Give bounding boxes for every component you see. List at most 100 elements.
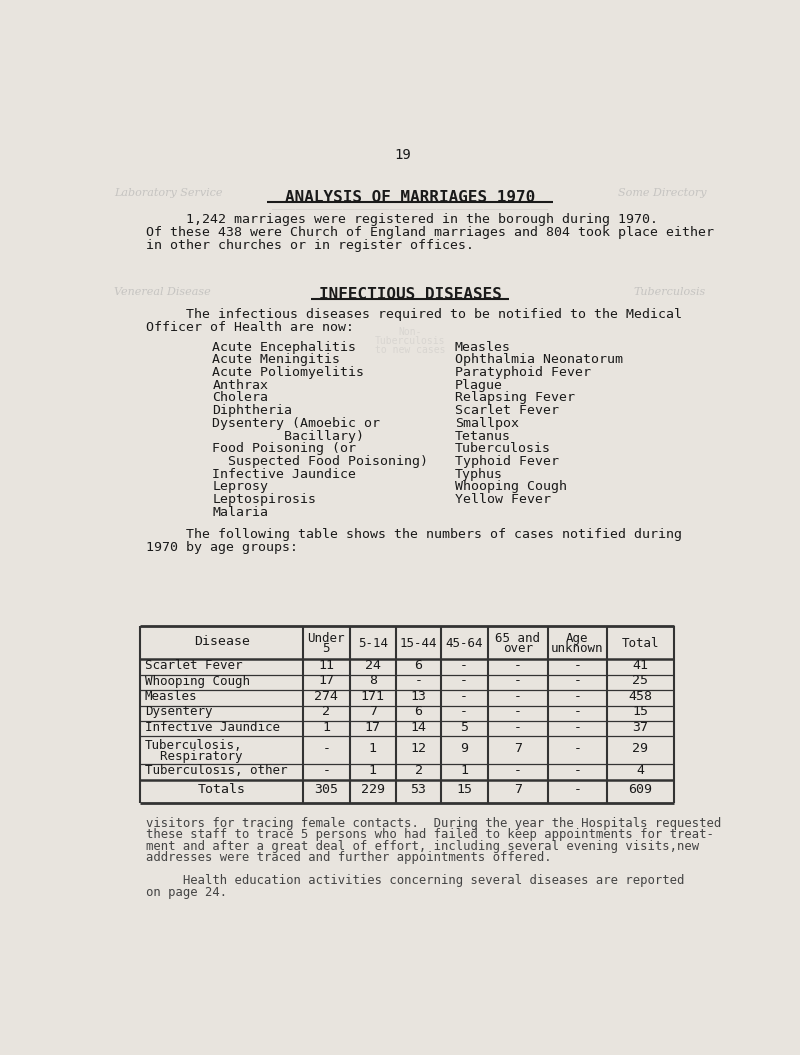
Text: Infective Jaundice: Infective Jaundice bbox=[212, 467, 356, 481]
Text: Venereal Disease: Venereal Disease bbox=[114, 287, 210, 296]
Text: 15-44: 15-44 bbox=[400, 637, 438, 650]
Text: 12: 12 bbox=[410, 743, 426, 755]
Text: -: - bbox=[514, 706, 522, 718]
Text: -: - bbox=[322, 764, 330, 776]
Text: 2: 2 bbox=[322, 706, 330, 718]
Text: 6: 6 bbox=[414, 706, 422, 718]
Text: 1970 by age groups:: 1970 by age groups: bbox=[146, 541, 298, 554]
Text: -: - bbox=[514, 764, 522, 776]
Text: ment and after a great deal of effort, including several evening visits,new: ment and after a great deal of effort, i… bbox=[146, 840, 700, 852]
Text: Paratyphoid Fever: Paratyphoid Fever bbox=[455, 366, 591, 379]
Text: Typhus: Typhus bbox=[455, 467, 503, 481]
Text: Total: Total bbox=[622, 637, 659, 650]
Text: Suspected Food Poisoning): Suspected Food Poisoning) bbox=[212, 455, 428, 468]
Text: -: - bbox=[514, 690, 522, 703]
Text: Leptospirosis: Leptospirosis bbox=[212, 493, 316, 506]
Text: Typhoid Fever: Typhoid Fever bbox=[455, 455, 559, 468]
Text: -: - bbox=[514, 721, 522, 733]
Text: 609: 609 bbox=[628, 783, 652, 797]
Text: addresses were traced and further appointments offered.: addresses were traced and further appoin… bbox=[146, 851, 552, 864]
Text: -: - bbox=[460, 706, 468, 718]
Text: -: - bbox=[574, 659, 582, 672]
Text: The following table shows the numbers of cases notified during: The following table shows the numbers of… bbox=[146, 528, 682, 541]
Text: Bacillary): Bacillary) bbox=[212, 429, 364, 443]
Text: Cholera: Cholera bbox=[212, 391, 268, 404]
Text: unknown: unknown bbox=[551, 642, 604, 655]
Text: 11: 11 bbox=[318, 659, 334, 672]
Text: Anthrax: Anthrax bbox=[212, 379, 268, 391]
Text: The infectious diseases required to be notified to the Medical: The infectious diseases required to be n… bbox=[146, 308, 682, 322]
Text: Measles: Measles bbox=[455, 341, 511, 353]
Text: 1,242 marriages were registered in the borough during 1970.: 1,242 marriages were registered in the b… bbox=[146, 213, 658, 226]
Text: Relapsing Fever: Relapsing Fever bbox=[455, 391, 575, 404]
Text: 17: 17 bbox=[365, 721, 381, 733]
Text: Under: Under bbox=[307, 632, 345, 645]
Text: Tuberculosis: Tuberculosis bbox=[374, 337, 446, 346]
Text: 8: 8 bbox=[369, 674, 377, 688]
Text: Scarlet Fever: Scarlet Fever bbox=[455, 404, 559, 417]
Text: 4: 4 bbox=[636, 764, 644, 776]
Text: 229: 229 bbox=[361, 783, 385, 797]
Text: Officer of Health are now:: Officer of Health are now: bbox=[146, 322, 354, 334]
Text: Tuberculosis: Tuberculosis bbox=[634, 287, 706, 296]
Text: Non-: Non- bbox=[398, 327, 422, 337]
Text: Leprosy: Leprosy bbox=[212, 480, 268, 494]
Text: 274: 274 bbox=[314, 690, 338, 703]
Text: on page 24.: on page 24. bbox=[146, 886, 228, 899]
Text: Scarlet Fever: Scarlet Fever bbox=[145, 659, 242, 672]
Text: Of these 438 were Church of England marriages and 804 took place either: Of these 438 were Church of England marr… bbox=[146, 226, 714, 238]
Text: 37: 37 bbox=[632, 721, 648, 733]
Text: -: - bbox=[322, 743, 330, 755]
Text: Dysentery: Dysentery bbox=[145, 706, 213, 718]
Text: Ophthalmia Neonatorum: Ophthalmia Neonatorum bbox=[455, 353, 623, 366]
Text: 1: 1 bbox=[369, 764, 377, 776]
Text: 9: 9 bbox=[460, 743, 468, 755]
Text: Infective Jaundice: Infective Jaundice bbox=[145, 721, 280, 733]
Text: Some Directory: Some Directory bbox=[618, 188, 706, 198]
Text: 41: 41 bbox=[632, 659, 648, 672]
Text: Tuberculosis,: Tuberculosis, bbox=[145, 738, 242, 752]
Text: 65 and: 65 and bbox=[495, 632, 540, 645]
Text: 6: 6 bbox=[414, 659, 422, 672]
Text: Health education activities concerning several diseases are reported: Health education activities concerning s… bbox=[146, 875, 685, 887]
Text: 15: 15 bbox=[456, 783, 472, 797]
Text: 7: 7 bbox=[369, 706, 377, 718]
Text: -: - bbox=[574, 674, 582, 688]
Text: 7: 7 bbox=[514, 783, 522, 797]
Text: _______________________________________________: ________________________________________… bbox=[272, 199, 548, 210]
Text: 305: 305 bbox=[314, 783, 338, 797]
Text: 45-64: 45-64 bbox=[446, 637, 483, 650]
Text: 7: 7 bbox=[514, 743, 522, 755]
Text: to new cases: to new cases bbox=[374, 345, 446, 356]
Text: Plague: Plague bbox=[455, 379, 503, 391]
Text: 5-14: 5-14 bbox=[358, 637, 388, 650]
Text: these staff to trace 5 persons who had failed to keep appointments for treat-: these staff to trace 5 persons who had f… bbox=[146, 828, 714, 841]
Text: 24: 24 bbox=[365, 659, 381, 672]
Text: -: - bbox=[514, 659, 522, 672]
Text: Food Poisoning (or: Food Poisoning (or bbox=[212, 442, 356, 456]
Text: -: - bbox=[460, 690, 468, 703]
Text: Tuberculosis: Tuberculosis bbox=[455, 442, 551, 456]
Text: 1: 1 bbox=[369, 743, 377, 755]
Text: 2: 2 bbox=[414, 764, 422, 776]
Text: -: - bbox=[414, 674, 422, 688]
Text: Laboratory Service: Laboratory Service bbox=[114, 188, 222, 198]
Text: Acute Encephalitis: Acute Encephalitis bbox=[212, 341, 356, 353]
Text: Age: Age bbox=[566, 632, 589, 645]
Text: 1: 1 bbox=[460, 764, 468, 776]
Text: ANALYSIS OF MARRIAGES 1970: ANALYSIS OF MARRIAGES 1970 bbox=[285, 190, 535, 205]
Text: 13: 13 bbox=[410, 690, 426, 703]
Text: 19: 19 bbox=[394, 148, 410, 162]
Text: Tuberculosis, other: Tuberculosis, other bbox=[145, 764, 287, 776]
Text: -: - bbox=[574, 764, 582, 776]
Text: -: - bbox=[514, 674, 522, 688]
Text: Acute Meningitis: Acute Meningitis bbox=[212, 353, 340, 366]
Text: Yellow Fever: Yellow Fever bbox=[455, 493, 551, 506]
Text: Malaria: Malaria bbox=[212, 505, 268, 519]
Text: over: over bbox=[502, 642, 533, 655]
Text: 29: 29 bbox=[632, 743, 648, 755]
Text: in other churches or in register offices.: in other churches or in register offices… bbox=[146, 239, 474, 252]
Text: -: - bbox=[574, 743, 582, 755]
Text: 53: 53 bbox=[410, 783, 426, 797]
Text: Tetanus: Tetanus bbox=[455, 429, 511, 443]
